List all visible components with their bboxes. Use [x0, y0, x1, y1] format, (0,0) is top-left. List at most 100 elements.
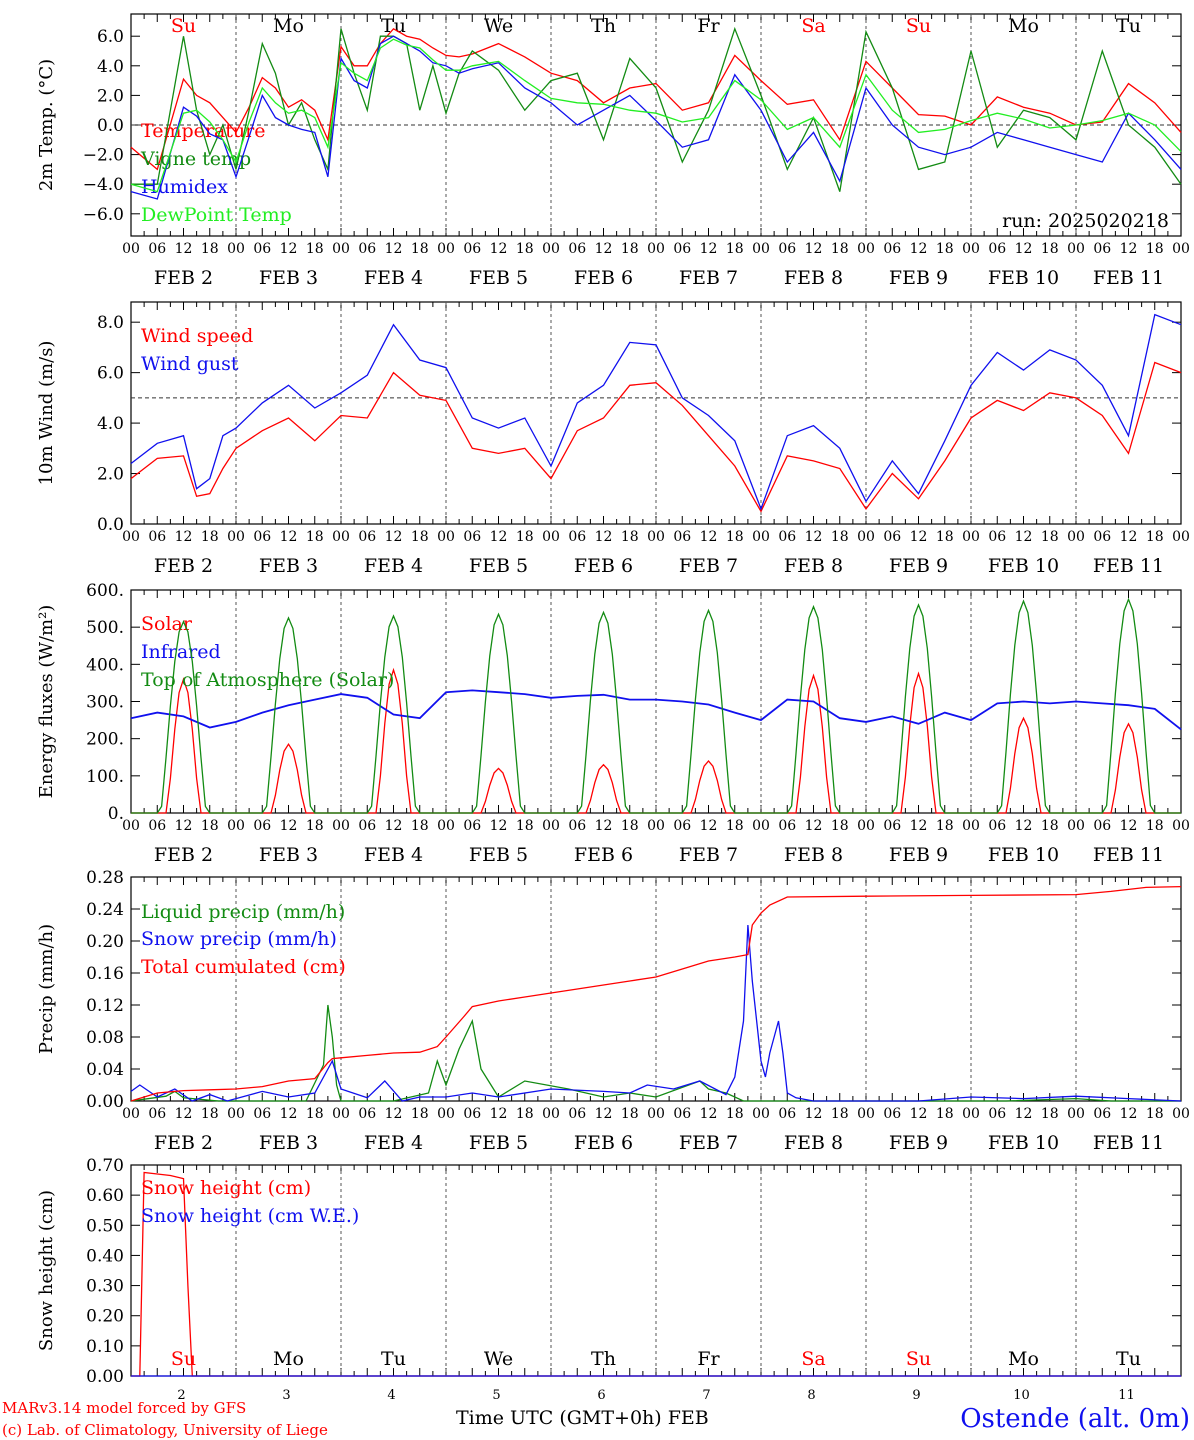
y-tick-label: 0.08 [86, 1028, 124, 1048]
hour-tick-label: 18 [621, 818, 639, 834]
date-label: FEB 3 [259, 267, 318, 289]
hour-tick-label: 00 [332, 818, 350, 834]
date-label: FEB 9 [889, 267, 948, 289]
hour-tick-label: 00 [227, 241, 245, 257]
y-tick-label: 0.24 [86, 900, 124, 920]
day-number-label: 6 [597, 1388, 605, 1403]
y-tick-label: 0.04 [86, 1060, 124, 1080]
legend-entry: Wind gust [141, 353, 239, 375]
y-tick-label: 300. [86, 693, 124, 713]
hour-tick-label: 12 [700, 818, 718, 834]
date-label: FEB 2 [154, 267, 213, 289]
hour-tick-label: 12 [490, 818, 508, 834]
hour-tick-label: 00 [227, 818, 245, 834]
date-label: FEB 6 [574, 555, 633, 577]
hour-tick-label: 06 [358, 818, 376, 834]
legend-entry: Total cumulated (cm) [141, 956, 346, 978]
day-number-label: 5 [492, 1388, 500, 1403]
weekday-label: Sa [801, 15, 825, 37]
date-label: FEB 8 [784, 555, 843, 577]
hour-tick-label: 12 [595, 1106, 613, 1122]
hour-tick-label: 00 [332, 529, 350, 545]
date-label: FEB 2 [154, 1132, 213, 1154]
hour-tick-label: 06 [778, 1106, 796, 1122]
hour-tick-label: 06 [988, 818, 1006, 834]
hour-tick-label: 06 [1093, 818, 1111, 834]
weekday-label: Tu [1116, 15, 1141, 37]
hour-tick-label: 18 [936, 818, 954, 834]
weekday-label: Sa [801, 1348, 825, 1370]
hour-tick-label: 18 [201, 529, 219, 545]
hour-tick-label: 00 [1172, 818, 1190, 834]
legend-entry: Snow height (cm W.E.) [141, 1205, 359, 1227]
y-tick-label: −4.0 [83, 175, 124, 195]
y-tick-label: 2.0 [97, 465, 124, 485]
hour-tick-label: 06 [1093, 529, 1111, 545]
weekday-label: Fr [697, 1348, 720, 1370]
hour-tick-label: 00 [857, 1106, 875, 1122]
hour-tick-label: 18 [726, 818, 744, 834]
run-label: run: 2025020218 [1002, 210, 1169, 232]
hour-tick-label: 18 [1146, 818, 1164, 834]
date-label: FEB 9 [889, 844, 948, 866]
hour-tick-label: 00 [647, 818, 665, 834]
hour-tick-label: 12 [490, 529, 508, 545]
series-line-3 [130, 885, 1182, 1102]
date-label: FEB 5 [469, 1132, 528, 1154]
hour-tick-label: 00 [752, 529, 770, 545]
y-tick-label: 0.40 [86, 1246, 124, 1266]
date-label: FEB 7 [679, 844, 738, 866]
hour-tick-label: 18 [201, 1106, 219, 1122]
hour-tick-label: 06 [988, 241, 1006, 257]
station-label: Ostende (alt. 0m) [960, 1404, 1190, 1434]
hour-tick-label: 12 [910, 529, 928, 545]
hour-tick-label: 00 [437, 818, 455, 834]
date-label: FEB 4 [364, 844, 423, 866]
hour-tick-label: 12 [700, 529, 718, 545]
hour-tick-label: 06 [358, 241, 376, 257]
hour-tick-label: 12 [805, 529, 823, 545]
hour-tick-label: 12 [280, 529, 298, 545]
legend-entry: Wind speed [141, 325, 253, 347]
hour-tick-label: 18 [831, 241, 849, 257]
hour-tick-label: 18 [726, 241, 744, 257]
hour-tick-label: 18 [516, 818, 534, 834]
date-label: FEB 11 [1093, 267, 1164, 289]
hour-tick-label: 00 [542, 818, 560, 834]
hour-tick-label: 00 [1067, 1106, 1085, 1122]
hour-tick-label: 00 [1067, 241, 1085, 257]
hour-tick-label: 00 [1172, 1106, 1190, 1122]
hour-tick-label: 06 [778, 818, 796, 834]
series-line-1 [130, 27, 1182, 171]
hour-tick-label: 06 [463, 1106, 481, 1122]
hour-tick-label: 00 [332, 1106, 350, 1122]
hour-tick-label: 06 [568, 529, 586, 545]
hour-tick-label: 00 [1172, 241, 1190, 257]
day-number-label: 3 [282, 1388, 290, 1403]
y-tick-label: 8.0 [97, 313, 124, 333]
weekday-label: Mo [273, 15, 304, 37]
hour-tick-label: 12 [175, 818, 193, 834]
series-line-3 [130, 35, 1182, 200]
hour-tick-label: 18 [621, 1106, 639, 1122]
hour-tick-label: 00 [962, 818, 980, 834]
hour-tick-label: 18 [1041, 241, 1059, 257]
hour-tick-label: 06 [253, 818, 271, 834]
hour-tick-label: 00 [1067, 529, 1085, 545]
y-tick-label: 0.60 [86, 1186, 124, 1206]
hour-tick-label: 18 [726, 529, 744, 545]
y-tick-label: 4.0 [97, 57, 124, 77]
hour-tick-label: 06 [463, 241, 481, 257]
hour-tick-label: 18 [936, 241, 954, 257]
hour-tick-label: 12 [805, 241, 823, 257]
date-label: FEB 10 [988, 844, 1059, 866]
hour-tick-label: 12 [910, 818, 928, 834]
hour-tick-label: 12 [175, 1106, 193, 1122]
y-tick-label: 0.20 [86, 1307, 124, 1327]
y-tick-label: −2.0 [83, 146, 124, 166]
date-label: FEB 8 [784, 844, 843, 866]
hour-tick-label: 12 [910, 241, 928, 257]
hour-tick-label: 06 [568, 241, 586, 257]
y-tick-label: 2.0 [97, 86, 124, 106]
hour-tick-label: 00 [752, 1106, 770, 1122]
